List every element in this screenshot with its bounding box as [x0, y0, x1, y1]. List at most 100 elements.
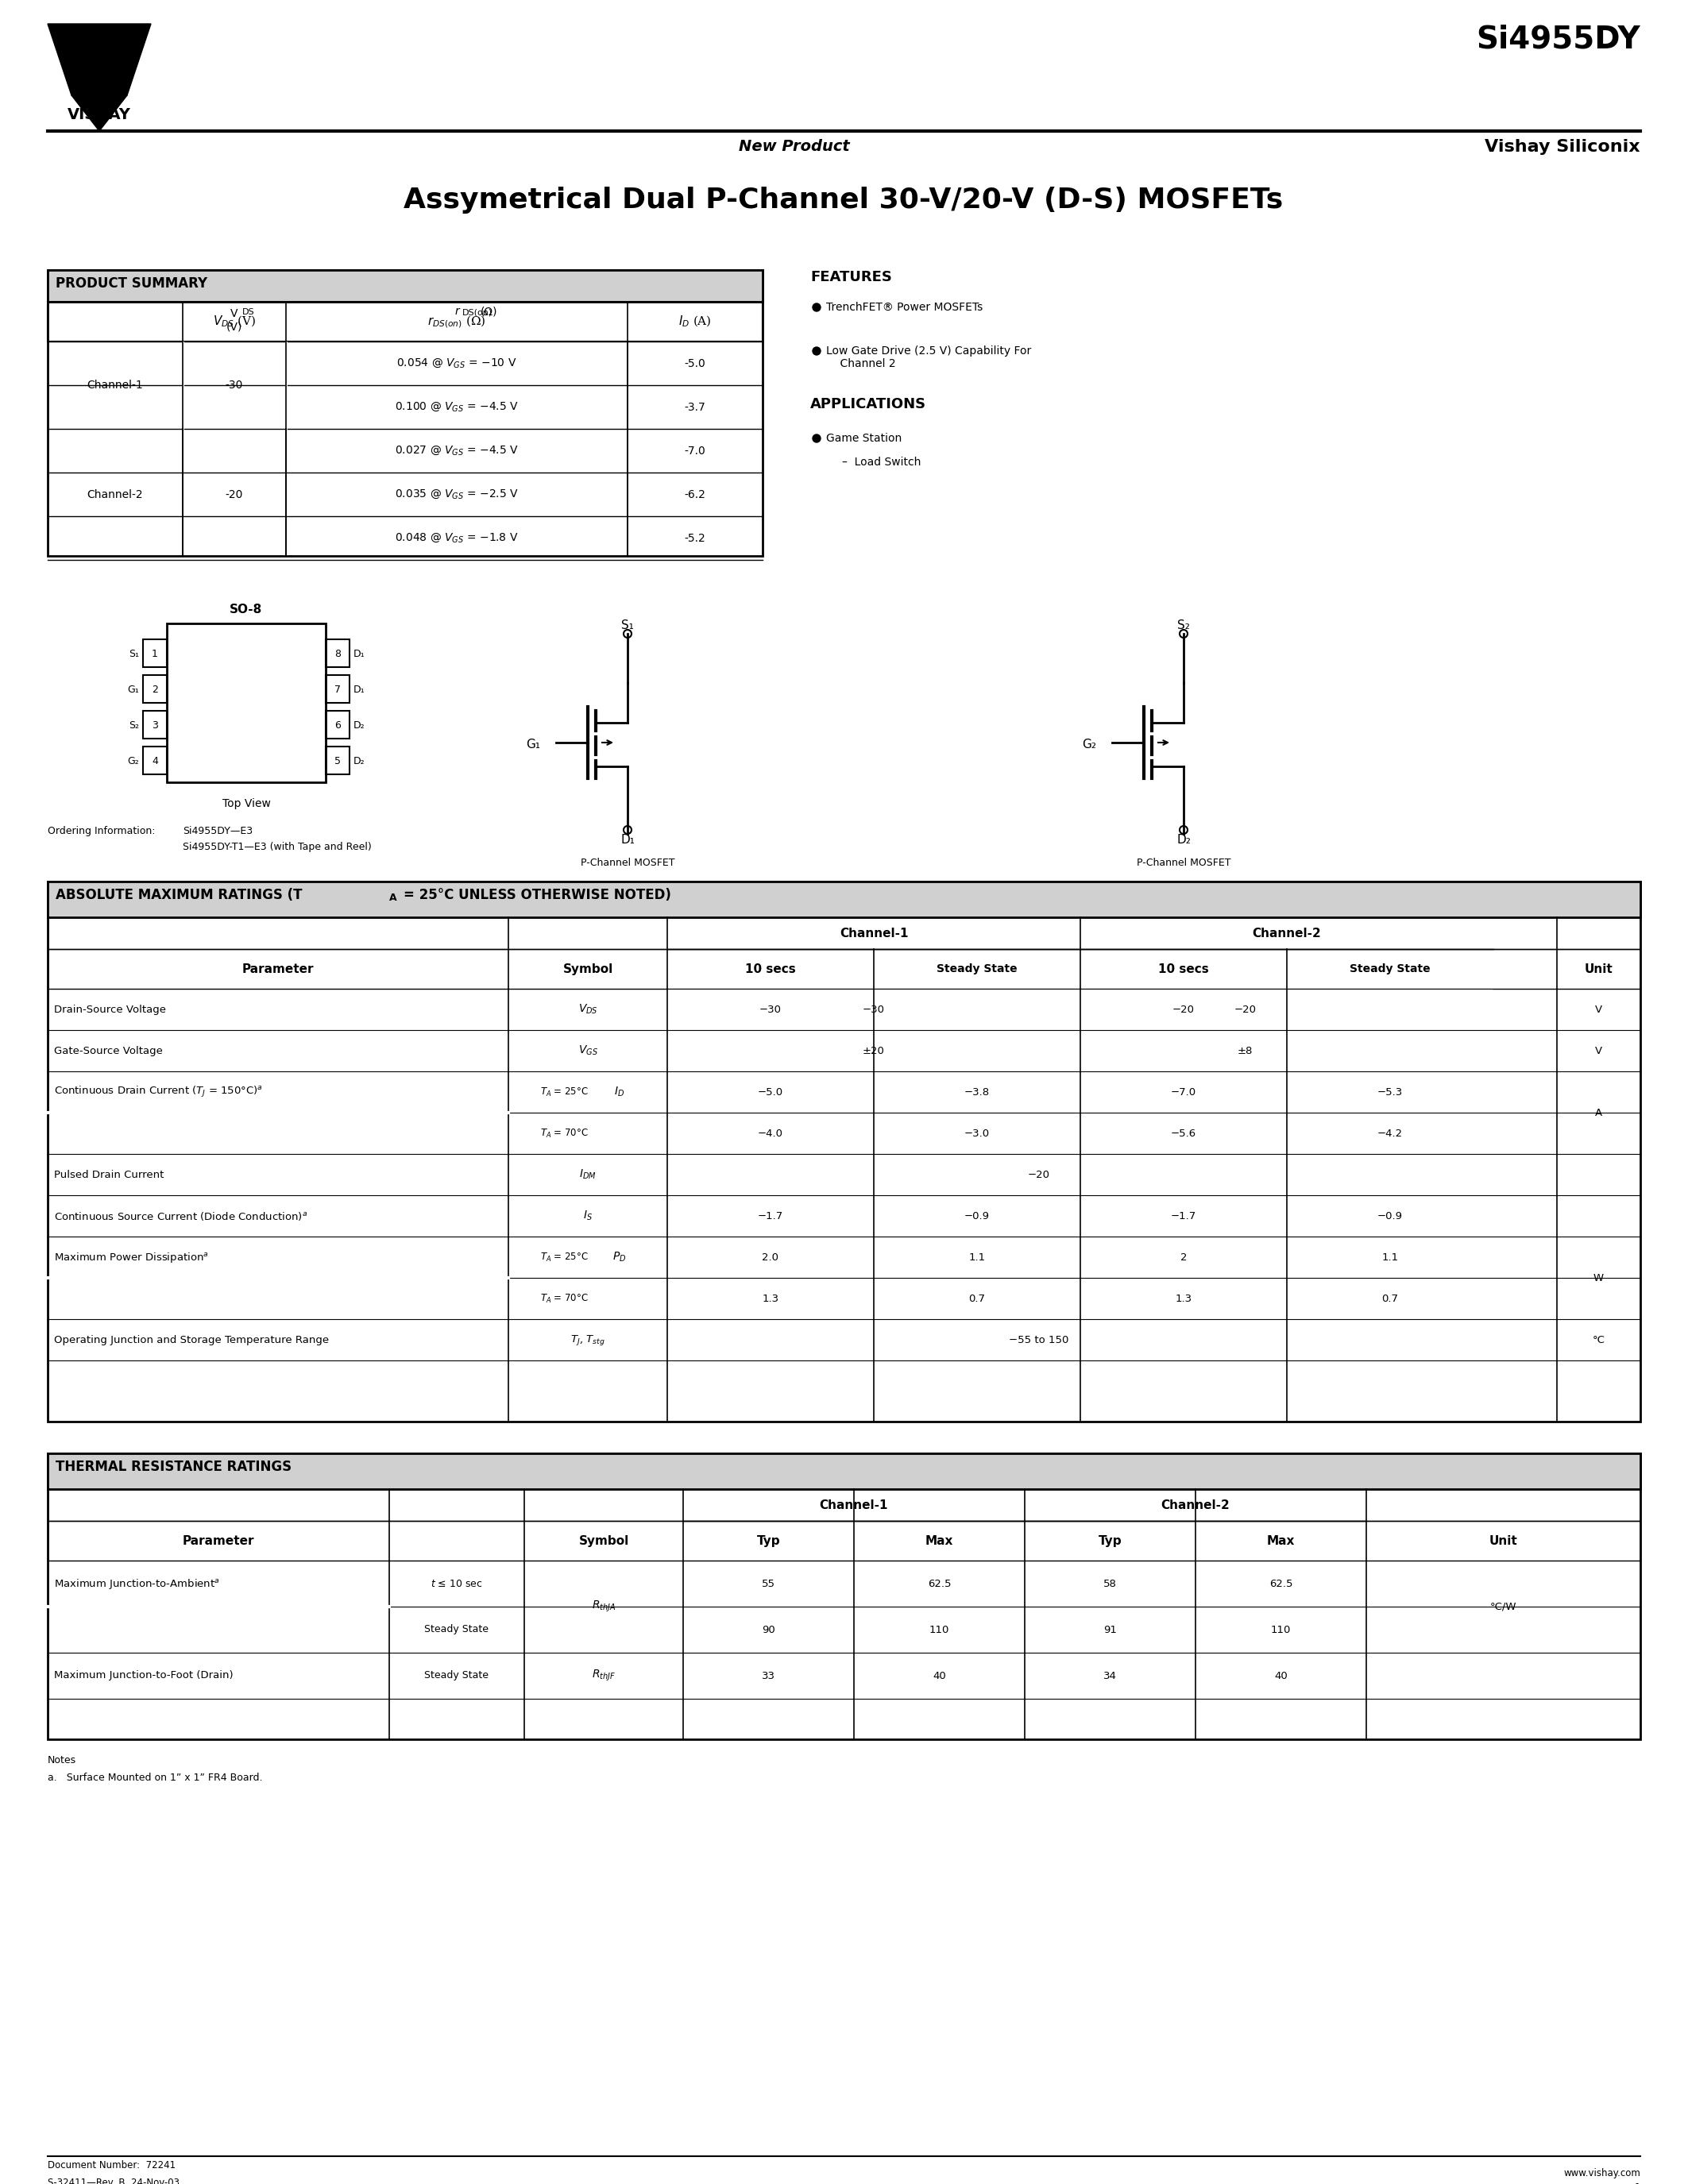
Text: APPLICATIONS: APPLICATIONS: [810, 397, 927, 411]
Text: S₂: S₂: [1177, 620, 1190, 631]
Bar: [668, 1031, 1080, 1070]
Text: $T_A$ = 70°C: $T_A$ = 70°C: [540, 1127, 587, 1140]
Text: ±8: ±8: [1237, 1046, 1252, 1055]
Text: Steady State: Steady State: [937, 963, 1018, 974]
Text: −20: −20: [1028, 1168, 1050, 1179]
Text: −20: −20: [1234, 1005, 1256, 1016]
Text: –  Load Switch: – Load Switch: [842, 456, 922, 467]
Text: −0.9: −0.9: [1377, 1210, 1403, 1221]
Text: 0.035 @ $V_{GS}$ = −2.5 V: 0.035 @ $V_{GS}$ = −2.5 V: [395, 487, 518, 500]
Text: 2: 2: [1180, 1251, 1187, 1262]
Text: D₁: D₁: [621, 834, 635, 845]
Bar: [47, 882, 1641, 917]
Text: Parameter: Parameter: [241, 963, 314, 974]
Text: P-Channel MOSFET: P-Channel MOSFET: [581, 858, 675, 867]
Text: 110: 110: [928, 1625, 949, 1636]
Text: S₂: S₂: [128, 721, 138, 729]
Text: Steady State: Steady State: [1350, 963, 1430, 974]
Text: S-32411—Rev. B, 24-Nov-03: S-32411—Rev. B, 24-Nov-03: [47, 2177, 179, 2184]
Text: -20: -20: [226, 489, 243, 500]
Text: Symbol: Symbol: [562, 963, 613, 974]
Text: DS(on): DS(on): [463, 308, 493, 317]
Text: D₁: D₁: [353, 649, 365, 660]
Text: S₁: S₁: [621, 620, 635, 631]
Text: 90: 90: [761, 1625, 775, 1636]
Text: 62.5: 62.5: [1269, 1579, 1293, 1588]
Text: www.vishay.com: www.vishay.com: [1563, 2169, 1641, 2177]
Text: Unit: Unit: [1585, 963, 1612, 974]
Text: ABSOLUTE MAXIMUM RATINGS (T: ABSOLUTE MAXIMUM RATINGS (T: [56, 889, 302, 902]
Text: THERMAL RESISTANCE RATINGS: THERMAL RESISTANCE RATINGS: [56, 1459, 292, 1474]
Bar: [143, 675, 167, 703]
Text: Si4955DY: Si4955DY: [1477, 24, 1641, 55]
Text: Drain-Source Voltage: Drain-Source Voltage: [54, 1005, 165, 1016]
Text: P-Channel MOSFET: P-Channel MOSFET: [1136, 858, 1231, 867]
Text: r: r: [454, 306, 459, 317]
Text: Ordering Information:: Ordering Information:: [47, 826, 155, 836]
Text: Channel-1: Channel-1: [88, 380, 143, 391]
Text: D₂: D₂: [353, 721, 365, 729]
Text: 10 secs: 10 secs: [1158, 963, 1209, 974]
Text: $I_D$ (A): $I_D$ (A): [679, 314, 712, 330]
Text: 91: 91: [1104, 1625, 1117, 1636]
Text: Typ: Typ: [1099, 1535, 1123, 1546]
Text: −20: −20: [1173, 1005, 1195, 1016]
Bar: [668, 989, 1080, 1029]
Text: Vishay Siliconix: Vishay Siliconix: [1485, 140, 1641, 155]
Text: FEATURES: FEATURES: [810, 271, 891, 284]
Text: 2.0: 2.0: [763, 1251, 778, 1262]
Polygon shape: [71, 96, 127, 131]
Text: Assymetrical Dual P-Channel 30-V/20-V (D-S) MOSFETs: Assymetrical Dual P-Channel 30-V/20-V (D…: [403, 186, 1283, 214]
Text: D₁: D₁: [353, 684, 365, 695]
Text: Continuous Drain Current ($T_J$ = 150°C)$^a$: Continuous Drain Current ($T_J$ = 150°C)…: [54, 1085, 263, 1099]
Text: Parameter: Parameter: [182, 1535, 255, 1546]
Text: 2: 2: [152, 684, 159, 695]
Text: A: A: [1595, 1107, 1602, 1118]
Text: 5: 5: [334, 756, 341, 767]
Text: -3.7: -3.7: [684, 402, 706, 413]
Text: 110: 110: [1271, 1625, 1291, 1636]
Text: −5.0: −5.0: [758, 1088, 783, 1096]
Text: Symbol: Symbol: [579, 1535, 630, 1546]
Text: $T_J$, $T_{stg}$: $T_J$, $T_{stg}$: [571, 1332, 606, 1348]
Text: Game Station: Game Station: [825, 432, 901, 443]
Text: VISHAY: VISHAY: [68, 107, 132, 122]
Text: TrenchFET® Power MOSFETs: TrenchFET® Power MOSFETs: [825, 301, 982, 312]
Text: G₂: G₂: [1082, 738, 1096, 751]
Bar: [47, 950, 1641, 989]
Bar: [47, 1489, 1641, 1520]
Text: −30: −30: [760, 1005, 782, 1016]
Bar: [47, 1520, 1641, 1562]
Text: Steady State: Steady State: [425, 1625, 490, 1636]
Bar: [47, 1452, 1641, 1489]
Text: Continuous Source Current (Diode Conduction)$^a$: Continuous Source Current (Diode Conduct…: [54, 1210, 307, 1221]
Text: G₁: G₁: [127, 684, 138, 695]
Bar: [47, 271, 763, 557]
Text: $P_D$: $P_D$: [613, 1251, 626, 1265]
Bar: [326, 675, 349, 703]
Text: V: V: [1595, 1046, 1602, 1055]
Text: Gate-Source Voltage: Gate-Source Voltage: [54, 1046, 162, 1055]
Text: $I_S$: $I_S$: [582, 1210, 592, 1223]
Text: −0.9: −0.9: [964, 1210, 989, 1221]
Polygon shape: [47, 24, 150, 96]
Bar: [47, 882, 1641, 1422]
Text: 40: 40: [933, 1671, 945, 1682]
Text: −5.6: −5.6: [1171, 1129, 1197, 1138]
Text: W: W: [1593, 1273, 1604, 1282]
Text: $T_A$ = 25°C: $T_A$ = 25°C: [540, 1251, 587, 1262]
Text: 1.3: 1.3: [1175, 1293, 1192, 1304]
Text: Typ: Typ: [756, 1535, 780, 1546]
Text: -7.0: -7.0: [684, 446, 706, 456]
Text: −1.7: −1.7: [758, 1210, 783, 1221]
Text: 6: 6: [334, 721, 341, 729]
Text: −3.0: −3.0: [964, 1129, 989, 1138]
Bar: [47, 301, 763, 341]
Text: 0.7: 0.7: [969, 1293, 986, 1304]
Text: −3.8: −3.8: [964, 1088, 989, 1096]
Text: 0.027 @ $V_{GS}$ = −4.5 V: 0.027 @ $V_{GS}$ = −4.5 V: [395, 443, 518, 456]
Text: Channel-1: Channel-1: [820, 1498, 888, 1511]
Text: D₂: D₂: [353, 756, 365, 767]
Text: Operating Junction and Storage Temperature Range: Operating Junction and Storage Temperatu…: [54, 1334, 329, 1345]
Bar: [326, 640, 349, 666]
